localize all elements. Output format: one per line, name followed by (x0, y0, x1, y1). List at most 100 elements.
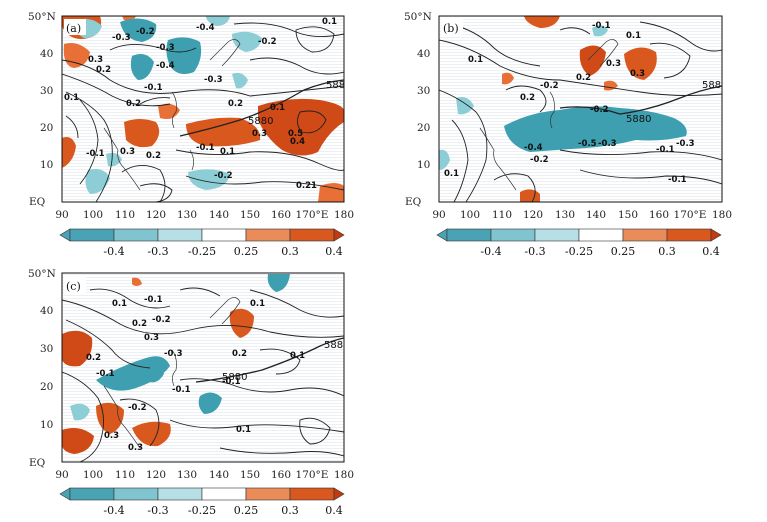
coastline (103, 297, 241, 449)
contour-label: -0.5 (578, 139, 597, 149)
positive-anomaly-region (318, 183, 344, 202)
contour-label: -0.3 (204, 75, 223, 85)
colorbar-tick-label: 0.4 (702, 245, 720, 258)
contour-label: 0.1 (626, 31, 641, 41)
contour-label: 0.2 (232, 349, 247, 359)
contour-label: 0.5 (288, 129, 303, 139)
negative-anomaly-region (166, 37, 202, 74)
contour-label: 0.1 (64, 93, 79, 103)
panel-c-label: (c) (66, 280, 81, 293)
panel-b-lat-axis: EQ 10 20 30 40 50°N (404, 11, 432, 208)
colorbar-tick-label: -0.25 (188, 504, 216, 517)
lon-tick-label: 130 (555, 209, 575, 221)
negative-anomaly-region (206, 16, 230, 26)
contour-label: 0.2 (132, 319, 147, 329)
contour-label: 0.3 (120, 147, 135, 157)
ridge-line-5880 (179, 79, 344, 137)
contour-label: -0.2 (258, 37, 277, 47)
contour-label: 0.2 (520, 93, 535, 103)
contour-label: 0.2 (576, 73, 591, 83)
contour-label: -0.2 (136, 27, 155, 37)
panel-b-label: (b) (443, 22, 459, 35)
positive-anomaly-region (158, 103, 180, 119)
lon-tick-label: 170°E (296, 209, 329, 221)
lon-tick-label: 110 (115, 469, 135, 481)
coastline (103, 39, 241, 191)
lat-tick-label: 30 (40, 85, 53, 97)
negative-anomaly-region (148, 366, 164, 383)
panel-a-frame (61, 15, 345, 203)
lat-tick-label: EQ (29, 196, 46, 208)
coastline (479, 39, 619, 191)
positive-anomaly-region (132, 277, 142, 286)
contour-label: 0.2 (96, 65, 111, 75)
negative-anomaly-region (592, 25, 608, 37)
lon-tick-label: 90 (55, 469, 68, 481)
positive-anomaly-region (524, 16, 560, 28)
panel-a-label-bg (64, 19, 86, 35)
lon-tick-label: 130 (177, 209, 197, 221)
contour-label: 0.3 (630, 69, 645, 79)
colorbar-tick-label: 0.3 (658, 245, 676, 258)
contour-label: -0.2 (540, 81, 559, 91)
lon-tick-label: 150 (618, 209, 638, 221)
positive-anomaly-region (229, 308, 254, 338)
contour-label: 0.2 (146, 151, 161, 161)
panel-b-frame (438, 15, 723, 203)
panel-b-lon-axis: 90 100 110 120 130 140 150 160 170°E 180 (432, 209, 732, 221)
lon-tick-label: 110 (492, 209, 512, 221)
colorbar-tick-label: -0.25 (565, 245, 593, 258)
colorbar-tick-label: -0.4 (103, 504, 124, 517)
lon-tick-label: 110 (115, 209, 135, 221)
colorbar-tick-label: 0.25 (234, 245, 259, 258)
contour-label: -0.1 (222, 377, 241, 387)
lat-tick-label: 20 (40, 381, 53, 393)
contour-lines (62, 22, 344, 202)
colorbar-tick-label: 0.3 (281, 504, 299, 517)
negative-anomaly-region (232, 31, 262, 52)
panel-c-map: 0.1 -0.1 0.2 -0.2 0.3 -0.3 0.1 -0.1 0.2 … (62, 273, 344, 462)
contour-label: -0.4 (156, 61, 175, 71)
ridge-label: 5880 (626, 114, 651, 125)
lat-tick-label: 30 (417, 85, 430, 97)
ridge-line-5880 (195, 337, 344, 383)
positive-anomaly-region (62, 330, 93, 367)
contour-label: -0.4 (196, 23, 215, 33)
negative-anomaly-region (198, 392, 222, 414)
colorbar-tick-label: -0.25 (188, 245, 216, 258)
colorbar-tick-label: 0.3 (281, 245, 299, 258)
lon-tick-label: 100 (83, 469, 103, 481)
colorbar-tick-label: 0.25 (234, 504, 259, 517)
colorbar-tick-label: 0.4 (325, 504, 343, 517)
positive-anomaly-region (62, 428, 94, 454)
lon-tick-label: 100 (83, 209, 103, 221)
negative-anomaly-region (130, 54, 154, 80)
lat-tick-label: 40 (417, 48, 430, 60)
panel-a-lat-axis: EQ 10 20 30 40 50°N (28, 11, 56, 208)
lon-tick-label: 120 (146, 469, 166, 481)
positive-anomaly-region (132, 421, 171, 447)
panel-c-frame (61, 272, 345, 463)
lat-tick-label: EQ (405, 196, 422, 208)
contour-label: -0.1 (592, 21, 611, 31)
ridge-line-5880 (559, 85, 722, 115)
contour-label: 0.1 (236, 425, 251, 435)
contour-label: -0.3 (112, 33, 131, 43)
panel-c: 0.1 -0.1 0.2 -0.2 0.3 -0.3 0.1 -0.1 0.2 … (28, 268, 354, 481)
positive-anomaly-region (62, 137, 76, 168)
contour-label: 0.1 (112, 299, 127, 309)
contour-label: 0.3 (252, 129, 267, 139)
contour-label: -0.3 (164, 349, 183, 359)
lon-tick-label: 170°E (674, 209, 707, 221)
lat-tick-label: 50°N (28, 268, 56, 280)
ridge-label: 588 (702, 80, 721, 91)
lon-tick-label: 160 (649, 209, 669, 221)
contour-label: 0.1 (220, 147, 235, 157)
contour-label: -0.1 (144, 295, 163, 305)
lon-tick-label: 100 (460, 209, 480, 221)
contour-label: 0.3 (144, 333, 159, 343)
panel-a: -0.3 -0.2 -0.4 -0.3 0.3 0.2 -0.2 0.1 0.2… (28, 11, 354, 221)
lon-tick-label: 180 (334, 469, 354, 481)
lon-tick-label: 160 (271, 469, 291, 481)
colorbar-tick-label: -0.4 (103, 245, 124, 258)
